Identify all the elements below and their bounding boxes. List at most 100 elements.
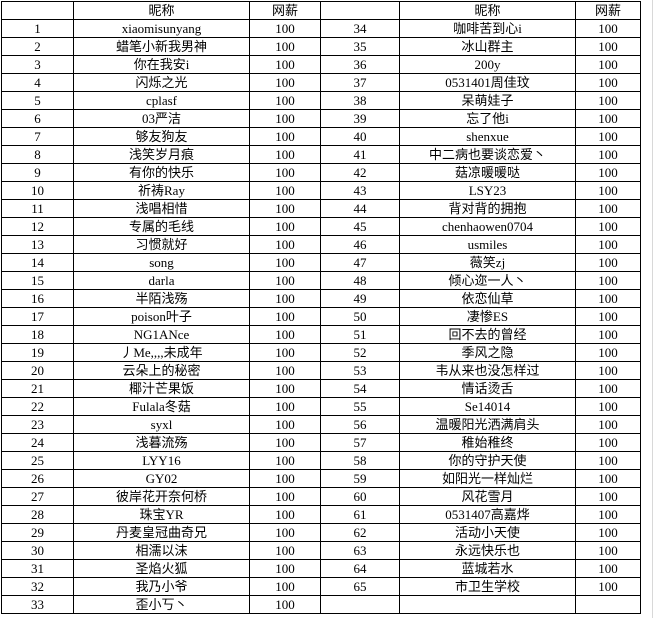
row-number-cell[interactable]: 7 (1, 127, 74, 146)
nickname-cell[interactable]: syxl (73, 415, 250, 434)
salary-cell[interactable]: 100 (249, 343, 321, 362)
salary-cell[interactable]: 100 (249, 379, 321, 398)
row-number-cell[interactable]: 37 (320, 73, 400, 92)
salary-cell[interactable]: 100 (575, 577, 641, 596)
salary-cell[interactable]: 100 (249, 541, 321, 560)
row-number-cell[interactable]: 52 (320, 343, 400, 362)
row-number-cell[interactable]: 18 (1, 325, 74, 344)
salary-cell[interactable]: 100 (575, 271, 641, 290)
nickname-cell[interactable]: 冰山群主 (399, 37, 576, 56)
nickname-cell[interactable]: 呆萌娃子 (399, 91, 576, 110)
salary-cell[interactable]: 100 (575, 91, 641, 110)
nickname-cell[interactable]: 蓝城若水 (399, 559, 576, 578)
row-number-cell[interactable]: 26 (1, 469, 74, 488)
row-number-cell[interactable] (320, 595, 400, 614)
salary-cell[interactable]: 100 (249, 559, 321, 578)
row-number-cell[interactable]: 28 (1, 505, 74, 524)
nickname-cell[interactable]: 浅暮流殇 (73, 433, 250, 452)
row-number-cell[interactable]: 58 (320, 451, 400, 470)
row-number-cell[interactable]: 12 (1, 217, 74, 236)
nickname-cell[interactable]: GY02 (73, 469, 250, 488)
nickname-cell[interactable]: 习惯就好 (73, 235, 250, 254)
row-number-cell[interactable]: 9 (1, 163, 74, 182)
nickname-cell[interactable]: poison叶子 (73, 307, 250, 326)
nickname-cell[interactable]: 薇笑zj (399, 253, 576, 272)
salary-cell[interactable]: 100 (249, 37, 321, 56)
row-number-cell[interactable]: 46 (320, 235, 400, 254)
row-number-cell[interactable]: 53 (320, 361, 400, 380)
nickname-cell[interactable]: 季风之隐 (399, 343, 576, 362)
row-number-cell[interactable]: 5 (1, 91, 74, 110)
row-number-cell[interactable]: 3 (1, 55, 74, 74)
nickname-cell[interactable]: 专属的毛线 (73, 217, 250, 236)
row-number-cell[interactable]: 56 (320, 415, 400, 434)
row-number-cell[interactable]: 6 (1, 109, 74, 128)
row-number-cell[interactable]: 4 (1, 73, 74, 92)
nickname-cell[interactable]: 永远快乐也 (399, 541, 576, 560)
row-number-cell[interactable]: 65 (320, 577, 400, 596)
salary-cell[interactable]: 100 (249, 289, 321, 308)
salary-cell[interactable]: 100 (249, 307, 321, 326)
row-number-cell[interactable]: 27 (1, 487, 74, 506)
nickname-cell[interactable]: 回不去的曾经 (399, 325, 576, 344)
nickname-header-left[interactable]: 昵称 (73, 1, 250, 20)
row-number-cell[interactable]: 44 (320, 199, 400, 218)
row-number-cell[interactable]: 57 (320, 433, 400, 452)
nickname-header-right[interactable]: 昵称 (399, 1, 576, 20)
salary-cell[interactable]: 100 (249, 433, 321, 452)
salary-cell[interactable]: 100 (249, 577, 321, 596)
row-number-cell[interactable]: 50 (320, 307, 400, 326)
salary-cell[interactable] (575, 595, 641, 614)
row-number-cell[interactable]: 24 (1, 433, 74, 452)
salary-cell[interactable]: 100 (249, 397, 321, 416)
nickname-cell[interactable]: 中二病也要谈恋爱丶 (399, 145, 576, 164)
nickname-cell[interactable]: 闪烁之光 (73, 73, 250, 92)
nickname-cell[interactable]: 03严洁 (73, 109, 250, 128)
salary-cell[interactable]: 100 (575, 37, 641, 56)
salary-cell[interactable]: 100 (249, 271, 321, 290)
nickname-cell[interactable]: 椰汁芒果饭 (73, 379, 250, 398)
salary-cell[interactable]: 100 (575, 55, 641, 74)
nickname-cell[interactable]: 咖啡苦到心i (399, 19, 576, 38)
salary-cell[interactable]: 100 (575, 307, 641, 326)
nickname-cell[interactable] (399, 595, 576, 614)
nickname-cell[interactable]: 凄惨ES (399, 307, 576, 326)
nickname-cell[interactable]: 蜡笔小新我男神 (73, 37, 250, 56)
nickname-cell[interactable]: LSY23 (399, 181, 576, 200)
salary-cell[interactable]: 100 (575, 289, 641, 308)
nickname-cell[interactable]: xiaomisunyang (73, 19, 250, 38)
row-number-cell[interactable]: 38 (320, 91, 400, 110)
row-number-cell[interactable]: 36 (320, 55, 400, 74)
row-number-cell[interactable]: 23 (1, 415, 74, 434)
salary-cell[interactable]: 100 (249, 91, 321, 110)
nickname-cell[interactable]: shenxue (399, 127, 576, 146)
row-number-cell[interactable]: 42 (320, 163, 400, 182)
salary-cell[interactable]: 100 (249, 415, 321, 434)
nickname-cell[interactable]: 相濡以沫 (73, 541, 250, 560)
nickname-cell[interactable]: 你在我安i (73, 55, 250, 74)
row-number-cell[interactable]: 16 (1, 289, 74, 308)
row-number-cell[interactable]: 47 (320, 253, 400, 272)
row-number-cell[interactable]: 22 (1, 397, 74, 416)
row-number-cell[interactable]: 21 (1, 379, 74, 398)
nickname-cell[interactable]: 温暖阳光洒满肩头 (399, 415, 576, 434)
row-number-cell[interactable]: 30 (1, 541, 74, 560)
nickname-cell[interactable]: 菇凉暖暖哒 (399, 163, 576, 182)
salary-cell[interactable]: 100 (575, 505, 641, 524)
row-number-cell[interactable]: 34 (320, 19, 400, 38)
salary-cell[interactable]: 100 (249, 199, 321, 218)
salary-cell[interactable]: 100 (249, 235, 321, 254)
salary-cell[interactable]: 100 (575, 487, 641, 506)
salary-cell[interactable]: 100 (575, 199, 641, 218)
row-number-cell[interactable]: 19 (1, 343, 74, 362)
nickname-cell[interactable]: 风花雪月 (399, 487, 576, 506)
salary-cell[interactable]: 100 (575, 145, 641, 164)
row-number-cell[interactable]: 60 (320, 487, 400, 506)
row-number-cell[interactable]: 63 (320, 541, 400, 560)
salary-cell[interactable]: 100 (575, 109, 641, 128)
row-number-cell[interactable]: 62 (320, 523, 400, 542)
row-number-cell[interactable]: 15 (1, 271, 74, 290)
salary-cell[interactable]: 100 (249, 595, 321, 614)
nickname-cell[interactable]: song (73, 253, 250, 272)
salary-cell[interactable]: 100 (249, 181, 321, 200)
